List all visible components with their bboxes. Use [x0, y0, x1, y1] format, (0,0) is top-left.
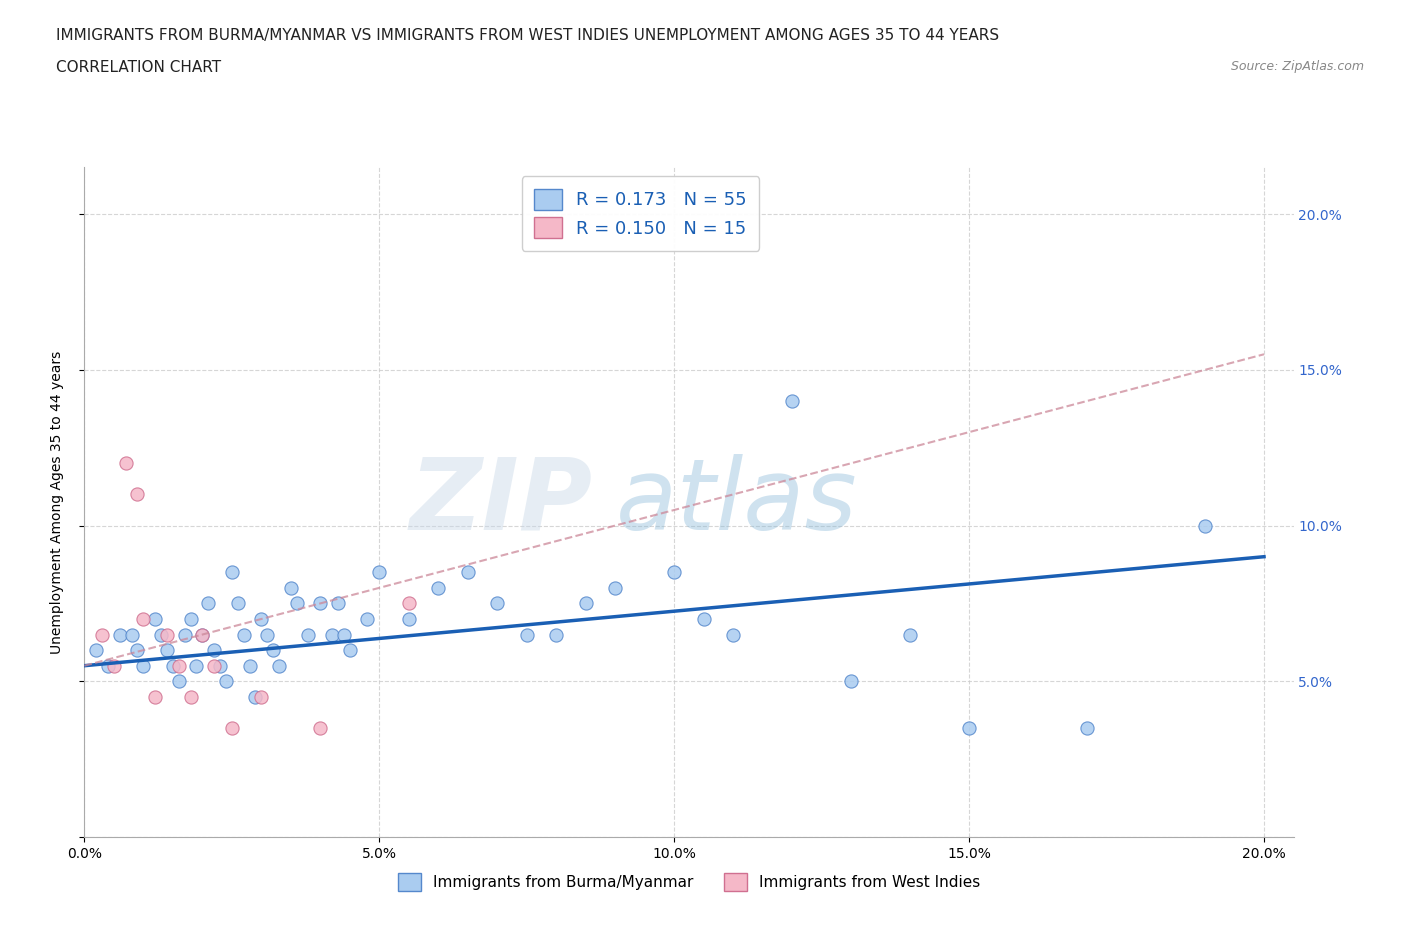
Point: [546, 627, 568, 642]
Point: [121, 627, 143, 642]
Point: [180, 612, 202, 627]
Point: [280, 580, 302, 595]
Point: [173, 627, 195, 642]
Point: [191, 627, 214, 642]
Point: [202, 643, 225, 658]
Point: [221, 721, 243, 736]
Point: [215, 674, 238, 689]
Point: [156, 627, 179, 642]
Point: [605, 580, 627, 595]
Point: [692, 612, 714, 627]
Point: [427, 580, 450, 595]
Point: [108, 627, 131, 642]
Point: [232, 627, 254, 642]
Point: [1076, 721, 1098, 736]
Point: [267, 658, 290, 673]
Point: [132, 658, 155, 673]
Text: Source: ZipAtlas.com: Source: ZipAtlas.com: [1230, 60, 1364, 73]
Point: [250, 612, 273, 627]
Point: [575, 596, 598, 611]
Point: [162, 658, 184, 673]
Point: [208, 658, 231, 673]
Point: [132, 612, 155, 627]
Point: [839, 674, 862, 689]
Point: [486, 596, 509, 611]
Point: [127, 643, 149, 658]
Point: [309, 596, 332, 611]
Point: [898, 627, 921, 642]
Point: [398, 596, 420, 611]
Point: [97, 658, 120, 673]
Point: [368, 565, 391, 579]
Point: [326, 596, 349, 611]
Point: [143, 689, 166, 704]
Point: [156, 643, 179, 658]
Point: [333, 627, 356, 642]
Point: [1194, 518, 1216, 533]
Point: [721, 627, 744, 642]
Point: [167, 674, 190, 689]
Point: [285, 596, 308, 611]
Point: [127, 487, 149, 502]
Point: [238, 658, 260, 673]
Point: [180, 689, 202, 704]
Point: [309, 721, 332, 736]
Point: [339, 643, 361, 658]
Point: [398, 612, 420, 627]
Text: atlas: atlas: [616, 454, 858, 551]
Text: CORRELATION CHART: CORRELATION CHART: [56, 60, 221, 75]
Point: [221, 565, 243, 579]
Point: [103, 658, 125, 673]
Point: [150, 627, 173, 642]
Point: [457, 565, 479, 579]
Legend: Immigrants from Burma/Myanmar, Immigrants from West Indies: Immigrants from Burma/Myanmar, Immigrant…: [385, 861, 993, 903]
Point: [245, 689, 267, 704]
Y-axis label: Unemployment Among Ages 35 to 44 years: Unemployment Among Ages 35 to 44 years: [49, 351, 63, 654]
Point: [167, 658, 190, 673]
Point: [664, 565, 686, 579]
Point: [197, 596, 219, 611]
Point: [84, 643, 107, 658]
Point: [226, 596, 249, 611]
Point: [297, 627, 319, 642]
Point: [202, 658, 225, 673]
Point: [321, 627, 343, 642]
Point: [191, 627, 214, 642]
Point: [91, 627, 114, 642]
Point: [250, 689, 273, 704]
Point: [262, 643, 284, 658]
Point: [356, 612, 378, 627]
Text: IMMIGRANTS FROM BURMA/MYANMAR VS IMMIGRANTS FROM WEST INDIES UNEMPLOYMENT AMONG : IMMIGRANTS FROM BURMA/MYANMAR VS IMMIGRA…: [56, 28, 1000, 43]
Point: [114, 456, 136, 471]
Point: [957, 721, 980, 736]
Point: [780, 393, 803, 408]
Text: ZIP: ZIP: [409, 454, 592, 551]
Point: [256, 627, 278, 642]
Point: [143, 612, 166, 627]
Point: [516, 627, 538, 642]
Point: [186, 658, 208, 673]
